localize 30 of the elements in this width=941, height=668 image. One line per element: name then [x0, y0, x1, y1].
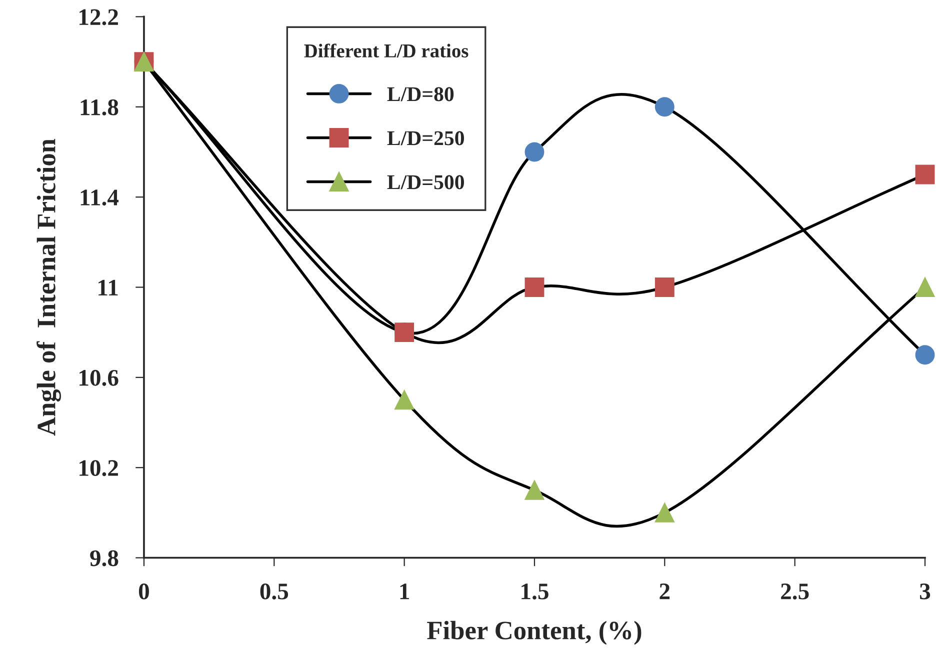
y-tick-label: 11.4	[80, 190, 119, 206]
y-tick-label: 9.8	[90, 550, 118, 566]
point	[654, 97, 674, 117]
x-tick-label: 3	[920, 584, 930, 600]
x-tick-label: 0.5	[260, 583, 288, 600]
x-tick-label: 0	[138, 583, 149, 600]
point	[915, 164, 935, 184]
y-tick-label: 11.8	[80, 99, 118, 116]
point	[915, 345, 935, 365]
point	[915, 278, 935, 297]
y-tick-label: 10.2	[80, 460, 118, 476]
y-tick-label: 11	[98, 280, 118, 296]
legend-label: L/D=80	[387, 87, 454, 102]
y-axis-title: Angle of Internal Friction	[36, 138, 61, 436]
point	[524, 278, 544, 297]
legend-label: L/D=250	[387, 131, 464, 146]
point	[394, 390, 414, 410]
y-tick-label: 12.2	[80, 9, 118, 26]
legend-title: Different L/D ratios	[304, 44, 468, 58]
point	[524, 142, 544, 162]
x-tick-label: 1.5	[522, 584, 548, 600]
point	[654, 278, 674, 297]
x-tick-label: 1	[400, 584, 409, 600]
x-axis-title: Fiber Content, (%)	[427, 620, 642, 645]
point	[654, 502, 674, 522]
x-tick-label: 2.5	[781, 584, 809, 600]
x-tick-label: 2	[660, 584, 670, 600]
point	[524, 480, 544, 500]
y-tick-label: 10.6	[80, 370, 118, 386]
legend-label: L/D=500	[387, 175, 464, 190]
